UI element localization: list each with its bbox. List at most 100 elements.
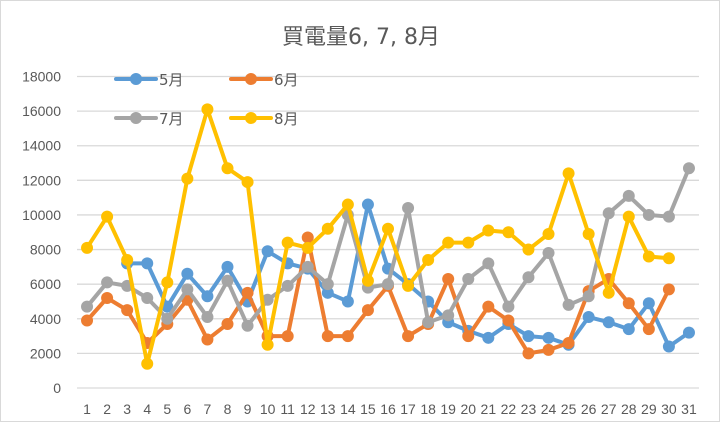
x-tick-label: 9 [244,401,252,417]
data-point [602,207,615,220]
data-point [181,172,194,185]
legend-item: 5月 [114,71,184,89]
data-point [562,298,575,311]
data-point [522,330,535,343]
y-tick-label: 18000 [22,69,61,85]
data-point [422,253,435,266]
data-point [301,260,314,273]
data-point [542,227,555,240]
data-point [361,304,374,317]
data-point [602,286,615,299]
data-point [662,210,675,223]
x-tick-label: 30 [661,401,677,417]
data-point [341,295,354,308]
x-tick-label: 1 [83,401,91,417]
data-point [281,330,294,343]
data-point [221,317,234,330]
y-tick-label: 10000 [22,207,61,223]
data-point [321,278,334,291]
data-point [562,337,575,350]
data-point [361,198,374,211]
data-point [682,162,695,175]
data-point [161,276,174,289]
legend-item: 6月 [229,71,299,89]
series-7月 [81,162,695,332]
y-tick-label: 16000 [22,103,61,119]
x-tick-label: 24 [541,401,557,417]
data-point [642,250,655,263]
data-point [141,257,154,270]
legend-marker-icon [245,73,257,85]
data-point [241,176,254,189]
x-tick-label: 27 [601,401,617,417]
data-point [81,314,94,327]
data-point [482,257,495,270]
x-tick-label: 29 [641,401,657,417]
data-point [141,292,154,305]
x-tick-label: 19 [440,401,456,417]
x-tick-label: 26 [581,401,597,417]
data-point [121,253,134,266]
data-point [221,162,234,175]
series-line [85,166,691,328]
data-point [542,247,555,260]
data-point [181,267,194,280]
data-point [121,304,134,317]
data-point [542,331,555,344]
data-point [341,198,354,211]
y-tick-label: 8000 [30,242,61,258]
data-point [642,323,655,336]
data-point [662,252,675,265]
legend-item: 8月 [229,110,299,128]
data-point [622,210,635,223]
data-point [301,231,314,244]
data-point [502,314,515,327]
data-point [482,224,495,237]
y-tick-label: 6000 [30,276,61,292]
x-tick-label: 11 [280,401,295,417]
x-tick-label: 14 [340,401,356,417]
x-tick-label: 12 [300,401,316,417]
data-point [462,272,475,285]
data-point [582,311,595,324]
data-point [321,222,334,235]
data-point [201,333,214,346]
data-point [622,297,635,310]
y-tick-label: 4000 [30,311,61,327]
data-point [442,309,455,322]
data-point [482,331,495,344]
x-tick-label: 22 [501,401,517,417]
data-point [542,343,555,356]
x-tick-label: 4 [143,401,151,417]
x-tick-label: 20 [460,401,476,417]
x-tick-label: 7 [204,401,212,417]
data-point [482,300,495,313]
legend-marker-icon [245,112,257,124]
data-point [402,330,415,343]
data-point [622,323,635,336]
data-point [261,293,274,306]
chart-title: 買電量6, 7, 8月 [282,25,440,50]
data-point [321,330,334,343]
x-axis: 1 2 3 4 5 6 7 8 9 10 11 12 13 14 15 16 17 18 19 20 21 22 23 24 2… [83,401,697,417]
x-tick-label: 3 [123,401,131,417]
data-point [502,226,515,239]
data-point [382,278,394,291]
data-point [402,202,415,215]
x-tick-label: 10 [260,401,276,417]
series-8月 [81,103,675,370]
data-point [201,103,214,116]
data-point [101,276,114,289]
data-point [442,272,455,285]
data-point [241,319,254,332]
data-point [462,330,475,343]
data-point [81,241,94,254]
data-point [562,167,575,180]
x-tick-label: 13 [320,401,336,417]
data-point [101,292,114,305]
data-point [281,279,294,292]
data-point [281,236,294,249]
x-tick-label: 5 [163,401,171,417]
legend-label: 7月 [159,110,184,128]
